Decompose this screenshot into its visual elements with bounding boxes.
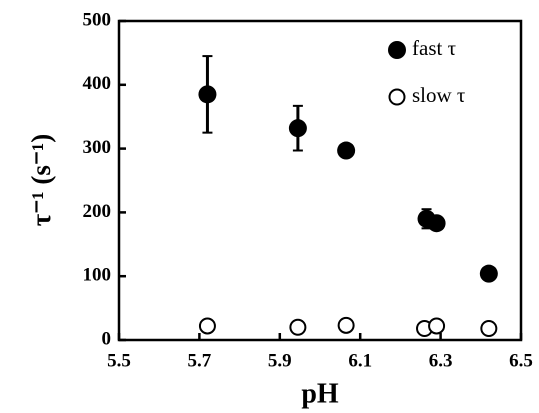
y-tick-label: 400 — [83, 73, 112, 94]
legend-marker — [388, 41, 406, 59]
legend-marker — [388, 88, 406, 106]
y-tick-label: 500 — [83, 9, 112, 30]
y-axis-label: τ⁻¹ (s⁻¹) — [26, 134, 56, 226]
x-tick-label: 6.5 — [509, 350, 533, 371]
point — [198, 85, 217, 104]
point — [289, 318, 307, 336]
y-tick-label: 300 — [83, 137, 112, 158]
point — [427, 214, 446, 233]
point — [480, 320, 498, 338]
point — [428, 317, 446, 335]
x-tick-label: 5.9 — [268, 350, 292, 371]
x-tick-label: 5.5 — [107, 350, 131, 371]
plot-frame — [117, 19, 523, 342]
x-tick-label: 6.1 — [348, 350, 372, 371]
x-tick-label: 6.3 — [429, 350, 453, 371]
legend-label: slow τ — [412, 83, 465, 107]
point — [479, 264, 498, 283]
x-axis-label: pH — [301, 378, 339, 409]
point — [198, 317, 216, 335]
point — [337, 316, 355, 334]
legend-label: fast τ — [412, 36, 456, 60]
y-tick-label: 0 — [102, 328, 112, 349]
point — [288, 119, 307, 138]
y-tick-label: 100 — [83, 265, 112, 286]
x-tick-label: 5.7 — [188, 350, 212, 371]
y-tick-label: 200 — [83, 201, 112, 222]
point — [337, 141, 356, 160]
